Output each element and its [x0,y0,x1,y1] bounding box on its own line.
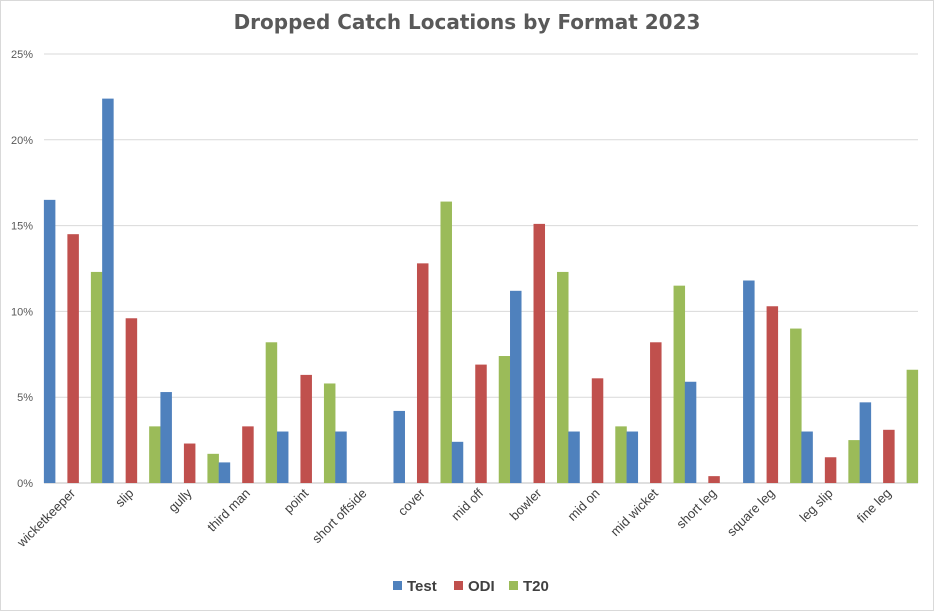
bar-test [568,431,580,483]
bar-odi [591,378,604,483]
bar-odi [533,223,546,483]
bar-test [218,462,231,483]
x-tick-label: point [281,485,312,516]
x-tick-label: gully [165,485,195,515]
bar-odi [183,443,196,483]
y-tick-label: 10% [11,306,33,318]
bar-odi [650,342,662,483]
y-tick-label: 0% [17,478,33,490]
legend-label: Test [407,578,437,595]
bar-odi [242,426,254,483]
y-axis-labels: 0% 5% 10% 15% 20% 25% [11,49,33,490]
legend-swatch [509,581,518,590]
bar-odi [475,364,487,483]
x-tick-label: third man [204,486,253,535]
bar-t20 [848,440,860,483]
bar-test [393,410,405,483]
x-tick-label: mid wicket [607,485,661,539]
bar-t20 [906,369,919,483]
bar-test [335,431,347,483]
bar-odi [708,476,720,483]
bar-t20 [557,271,569,483]
bar-t20 [440,201,452,484]
bar-odi [416,263,429,483]
bar-t20 [615,426,627,483]
x-tick-label: square leg [724,486,778,540]
bar-test [276,431,289,483]
bar-odi [125,318,138,483]
x-tick-label: mid off [448,485,486,523]
bar-odi [67,234,79,483]
bars [43,98,919,484]
y-tick-label: 25% [11,49,33,61]
x-tick-label: short offside [309,486,370,547]
y-tick-label: 20% [11,135,33,147]
bar-test [451,441,464,483]
bar-test [102,98,114,483]
y-tick-label: 15% [11,221,33,233]
bar-t20 [498,356,511,483]
legend-swatch [393,581,402,590]
bar-odi [824,457,837,483]
x-tick-label: cover [395,485,429,519]
legend-label: ODI [468,578,495,595]
bar-t20 [207,453,219,483]
legend-swatch [454,581,463,590]
x-tick-label: short leg [673,486,719,532]
bar-t20 [149,426,161,483]
x-tick-label: wicketkeeper [13,485,78,550]
bar-test [801,431,813,483]
bar-odi [766,306,779,483]
bar-test [626,431,639,483]
bar-t20 [790,328,802,483]
bar-t20 [90,271,103,483]
x-tick-label: fine leg [854,486,894,526]
bar-t20 [323,383,336,483]
bar-test [43,199,56,484]
bar-t20 [673,285,686,483]
x-tick-label: bowler [507,485,545,523]
x-tick-label: leg slip [796,486,835,525]
y-tick-label: 5% [17,392,33,404]
bar-t20 [265,342,278,483]
bar-test [859,402,872,483]
bar-odi [300,374,312,483]
legend-label: T20 [523,578,549,595]
bar-odi [883,429,895,483]
x-tick-label: slip [112,486,136,510]
bar-test [684,381,697,483]
bar-test [160,392,172,483]
chart-title: Dropped Catch Locations by Format 2023 [233,10,701,34]
bar-test [510,290,522,483]
bar-test [743,280,755,483]
x-tick-label: mid on [564,486,602,524]
x-axis-labels: wicketkeeper slip gully third man pointshort… [13,485,894,550]
legend: Test ODI T20 [393,578,549,595]
